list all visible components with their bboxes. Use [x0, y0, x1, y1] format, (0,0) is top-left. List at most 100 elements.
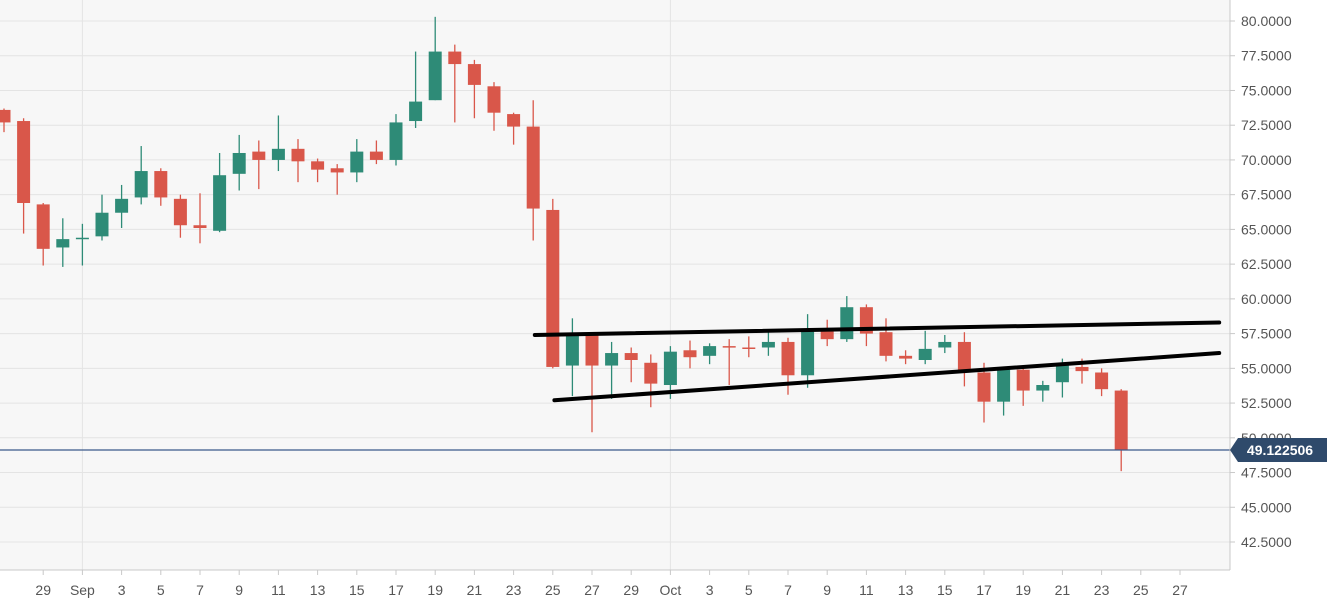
x-tick-label: 17 [976, 582, 992, 598]
candle-body [507, 114, 521, 127]
x-tick-label: 15 [349, 582, 365, 598]
candle-body [761, 341, 775, 348]
candle-body [801, 330, 815, 376]
x-tick-label: 29 [35, 582, 51, 598]
candle-body [350, 151, 364, 173]
candle [703, 343, 717, 365]
candle [507, 112, 521, 145]
y-tick-label: 47.5000 [1241, 465, 1292, 481]
candle-body [389, 122, 403, 160]
candle-body [879, 332, 893, 356]
price-badge-shape [1230, 437, 1327, 462]
candle [644, 354, 658, 408]
candle [605, 341, 619, 399]
candle [173, 194, 187, 238]
candle [1016, 366, 1030, 406]
x-tick-label: 3 [118, 582, 126, 598]
candle-body [115, 198, 129, 213]
candle [448, 44, 462, 123]
candle [683, 340, 697, 369]
candle-body [36, 204, 50, 249]
x-tick-label: 13 [310, 582, 326, 598]
candle-body [369, 151, 383, 160]
candle [252, 140, 266, 190]
horizontal-gridlines [0, 20, 1230, 543]
candle-body [1075, 366, 1089, 372]
y-tick-label: 52.5000 [1241, 395, 1292, 411]
y-tick-label: 65.0000 [1241, 221, 1292, 237]
candle-body [938, 341, 952, 348]
candle-body [1016, 369, 1030, 391]
candle-body [193, 225, 207, 229]
candle [546, 198, 560, 369]
candle-body [781, 341, 795, 376]
candle [879, 318, 893, 362]
candle [526, 100, 540, 241]
y-axis: 42.500045.000047.500050.000052.500055.00… [1230, 13, 1292, 550]
y-tick-label: 72.5000 [1241, 117, 1292, 133]
candle [36, 203, 50, 266]
candle [487, 82, 501, 131]
x-tick-label: 27 [1172, 582, 1188, 598]
plot-background [0, 0, 1230, 570]
candle [467, 59, 481, 119]
candle [311, 158, 325, 183]
candle-body [291, 148, 305, 162]
x-tick-label: 7 [196, 582, 204, 598]
candle [350, 139, 364, 183]
candle-body [1055, 365, 1069, 383]
candle-body [134, 171, 148, 198]
candle [95, 194, 109, 241]
vertical-gridlines [81, 0, 671, 570]
x-tick-label: 21 [1055, 582, 1071, 598]
candle [213, 152, 227, 233]
x-tick-label: 23 [506, 582, 522, 598]
x-tick-label: 19 [1015, 582, 1031, 598]
y-tick-label: 57.5000 [1241, 326, 1292, 342]
candle [977, 362, 991, 423]
candle [56, 218, 70, 267]
x-tick-label: 7 [784, 582, 792, 598]
candle [193, 193, 207, 244]
candle [271, 115, 285, 172]
y-tick-label: 60.0000 [1241, 291, 1292, 307]
candle-body [605, 353, 619, 366]
x-tick-label: 9 [235, 582, 243, 598]
candle [134, 146, 148, 205]
y-tick-label: 75.0000 [1241, 82, 1292, 98]
price-badge-label: 49.122506 [1247, 442, 1313, 458]
x-tick-label: 25 [1133, 582, 1149, 598]
lower-trendline [552, 351, 1222, 403]
candle-body [565, 334, 579, 366]
candle-body [546, 209, 560, 367]
candle [820, 319, 834, 347]
x-tick-label: Sep [70, 582, 95, 598]
candle [17, 118, 31, 234]
x-tick-label: 13 [898, 582, 914, 598]
candle-body [487, 86, 501, 113]
candle [369, 140, 383, 165]
candle [1095, 368, 1109, 397]
candle [624, 347, 638, 383]
x-tick-label: 5 [745, 582, 753, 598]
candle-body [252, 151, 266, 160]
x-tick-label: 11 [271, 582, 286, 598]
candle-body [644, 362, 658, 384]
candle [428, 16, 442, 101]
candle-body [997, 369, 1011, 402]
candle-body [722, 346, 736, 348]
candle [565, 318, 579, 397]
candle [0, 108, 11, 133]
x-tick-label: 17 [388, 582, 404, 598]
candle-body [742, 347, 756, 349]
candle-body [703, 346, 717, 356]
candle-body [467, 64, 481, 85]
candle-body [330, 168, 344, 173]
x-tick-label: 23 [1094, 582, 1110, 598]
candle-body [173, 198, 187, 226]
candle-body [899, 355, 913, 359]
trendlines [532, 320, 1222, 403]
candle [918, 330, 932, 365]
candle-body [17, 121, 31, 204]
